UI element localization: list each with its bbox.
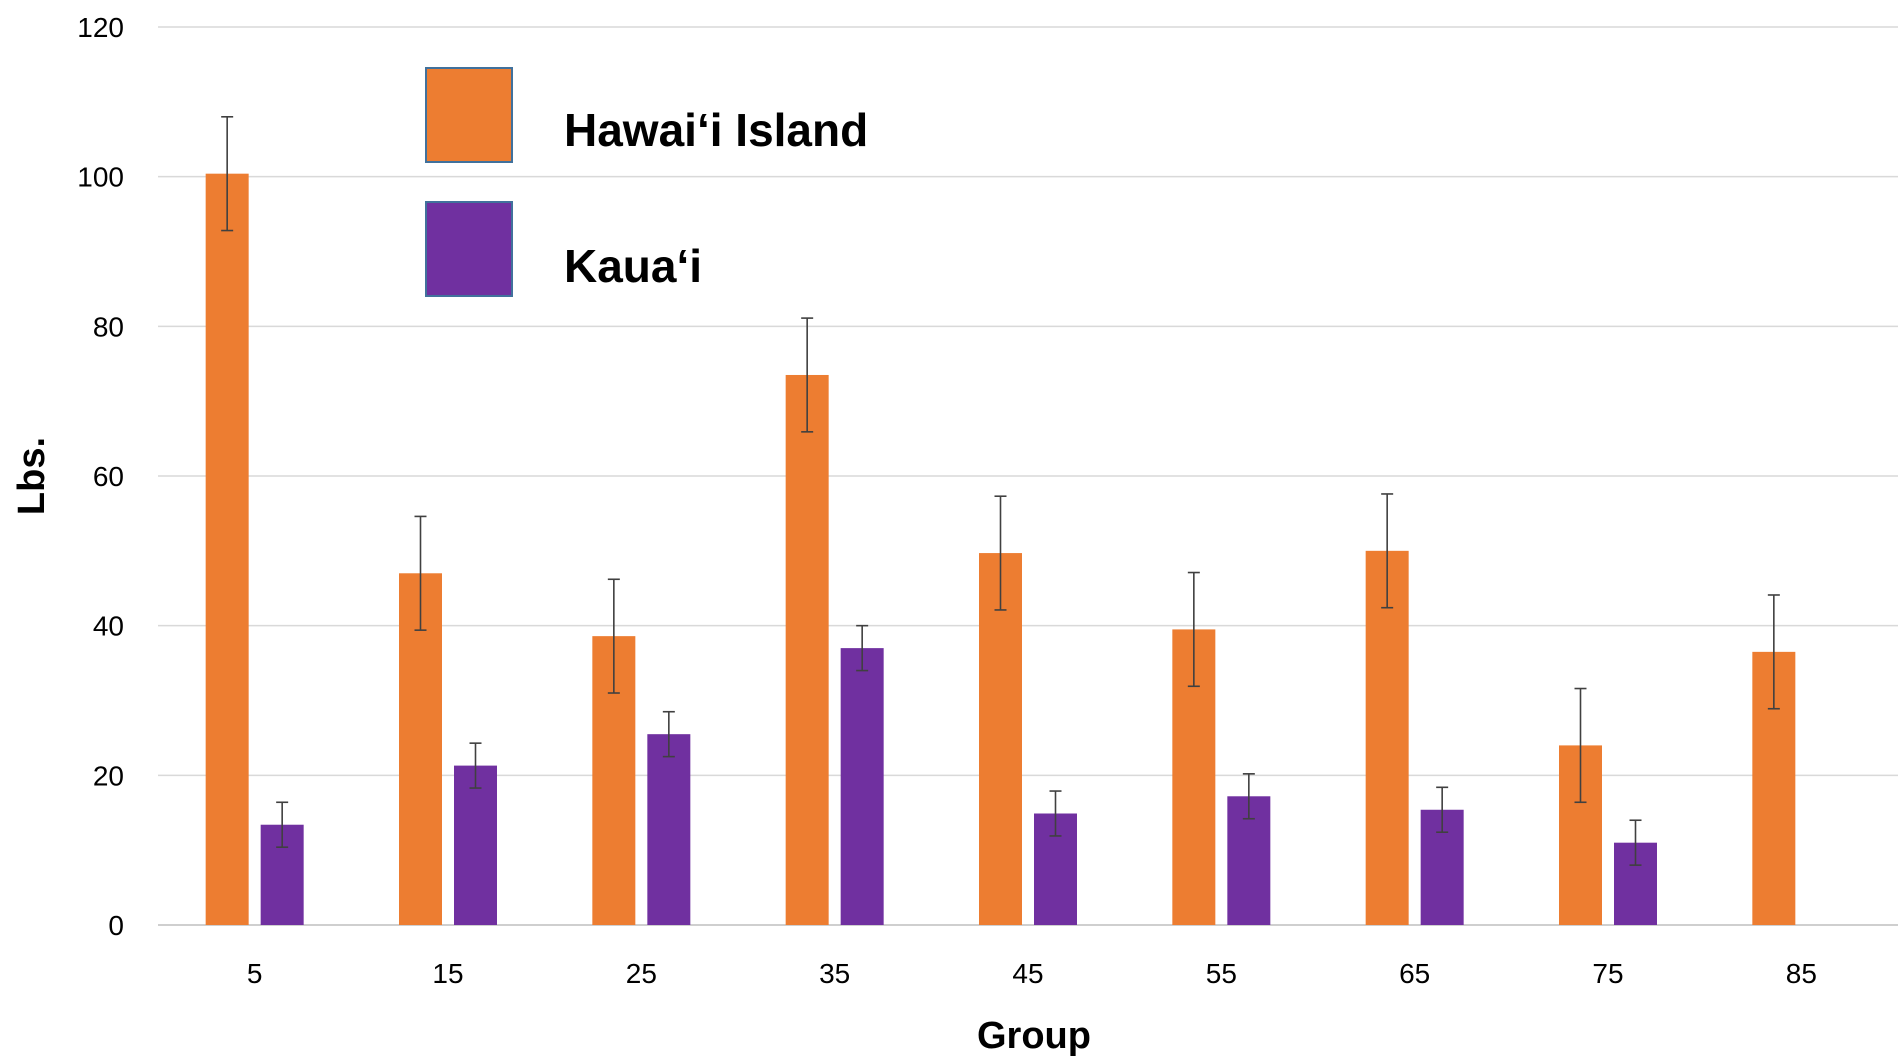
x-tick-label: 75	[1592, 958, 1623, 989]
error-bar	[276, 801, 289, 848]
x-tick-label: 45	[1012, 958, 1043, 989]
x-tick-label: 5	[247, 958, 263, 989]
error-bar	[1436, 786, 1449, 834]
error-bar	[1187, 571, 1200, 688]
error-bar	[607, 578, 620, 694]
x-axis-label: Group	[977, 1015, 1091, 1057]
x-tick-label: 35	[819, 958, 850, 989]
error-bar	[856, 624, 869, 672]
x-tick-label: 85	[1786, 958, 1817, 989]
y-tick-label: 120	[77, 12, 124, 43]
bar-hawai-i-island	[399, 573, 442, 925]
error-bar	[469, 742, 482, 789]
error-bar	[1049, 790, 1062, 837]
bar-kaua-i	[454, 765, 497, 925]
legend: Hawai‘i Island Kaua‘i	[425, 67, 868, 297]
bar-hawai-i-island	[785, 374, 829, 926]
y-tick-label: 20	[93, 760, 124, 791]
error-bar	[1574, 687, 1587, 804]
y-tick-label: 80	[93, 311, 124, 342]
y-tick-label: 40	[93, 611, 124, 642]
error-bar	[662, 710, 675, 758]
legend-swatch-kauai	[425, 201, 513, 297]
legend-label-kauai: Kaua‘i	[564, 240, 702, 292]
error-bars	[221, 116, 1780, 866]
error-bar	[1767, 594, 1780, 710]
error-bar	[414, 515, 427, 631]
x-tick-label: 55	[1206, 958, 1237, 989]
x-tick-label: 65	[1399, 958, 1430, 989]
y-tick-label: 100	[77, 162, 124, 193]
error-bar	[801, 317, 814, 433]
legend-label-hawaii-island: Hawai‘i Island	[564, 104, 868, 156]
y-axis-ticks: 0 20 40 60 80 100 120	[77, 12, 124, 941]
error-bar	[1242, 773, 1255, 820]
y-tick-label: 0	[108, 910, 124, 941]
error-bar	[1629, 819, 1642, 866]
bar-hawai-i-island	[1365, 550, 1409, 925]
x-tick-label: 15	[432, 958, 463, 989]
x-axis-ticks: 5 15 25 35 45 55 65 75 85	[247, 958, 1817, 989]
bar-kaua-i	[647, 734, 691, 925]
bar-kaua-i	[840, 648, 884, 925]
y-tick-label: 60	[93, 461, 124, 492]
bar-hawai-i-island	[205, 173, 249, 925]
legend-swatch-hawaii-island	[425, 67, 513, 163]
error-bar	[1381, 493, 1394, 609]
x-tick-label: 25	[626, 958, 657, 989]
error-bar	[994, 495, 1007, 611]
gridlines	[158, 26, 1898, 926]
error-bar	[221, 116, 234, 232]
bar-hawai-i-island	[979, 553, 1022, 925]
y-axis-label: Lbs.	[11, 437, 53, 515]
